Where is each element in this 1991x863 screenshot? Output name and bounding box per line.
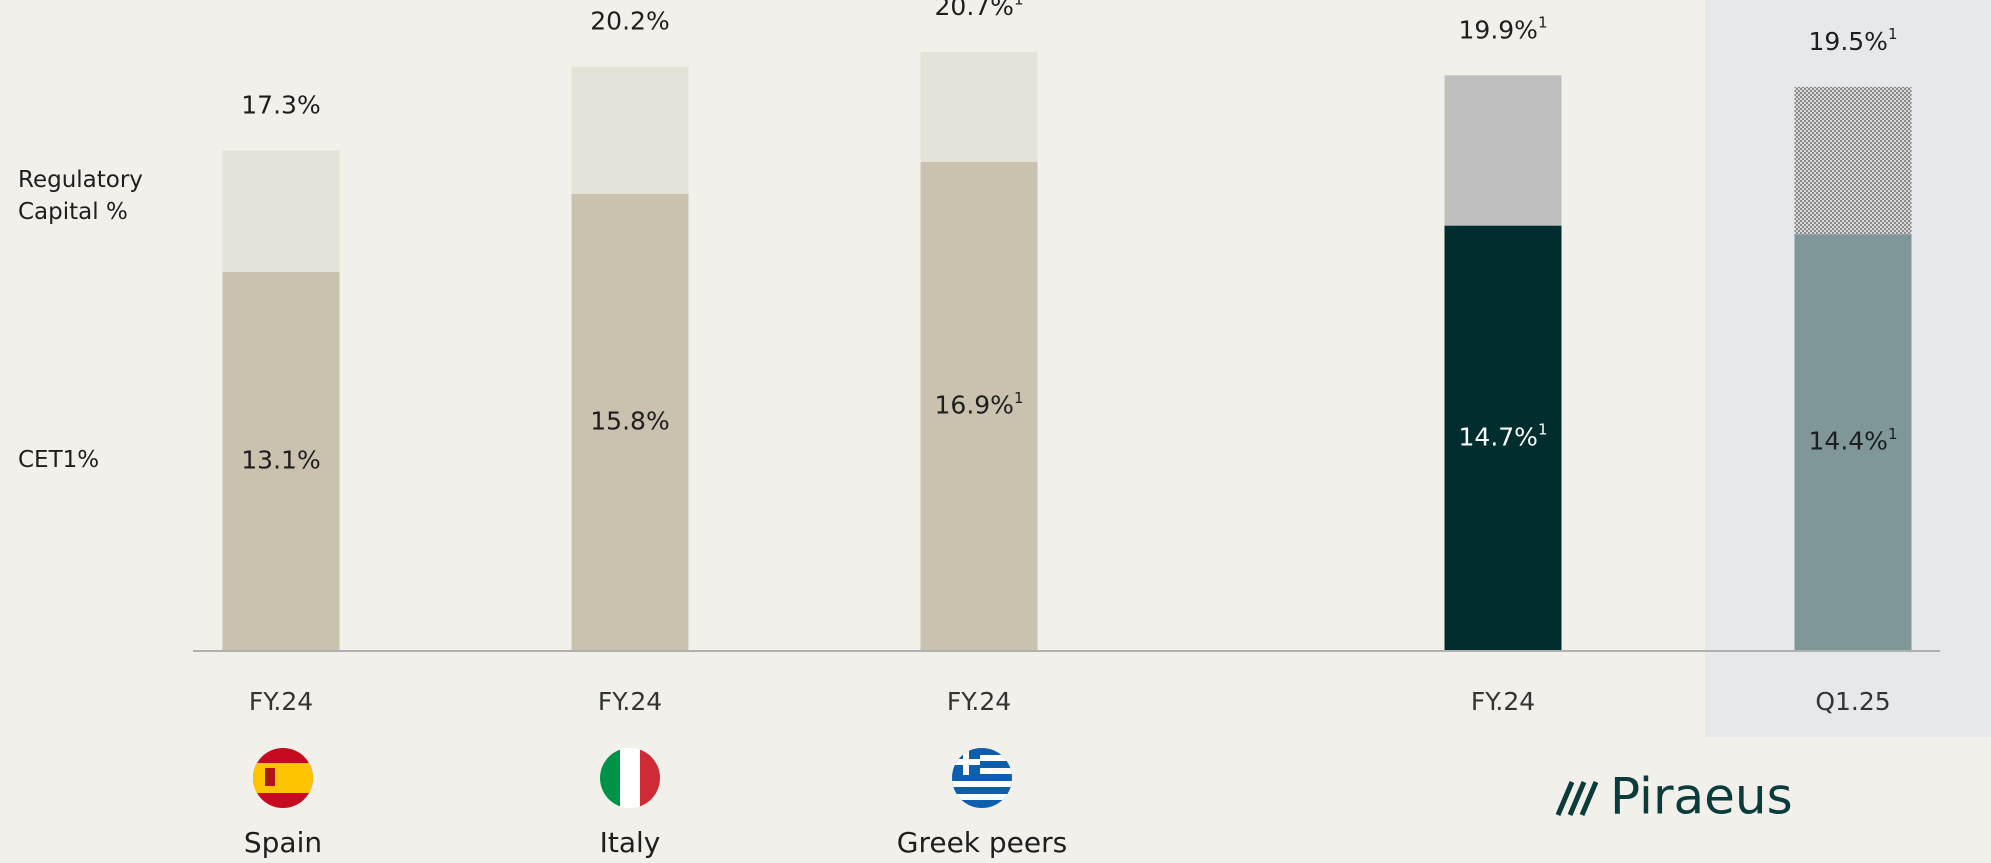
- value-label: 19.9%1: [1459, 13, 1548, 44]
- footnote-mark: 1: [1888, 25, 1898, 43]
- logo-mark: [1555, 781, 1599, 816]
- value-label-text: 13.1%: [241, 446, 320, 475]
- bar: [1794, 234, 1912, 651]
- row-label: Regulatory Capital %: [18, 167, 143, 225]
- value-label-text: 20.7%: [935, 0, 1014, 21]
- footnote-mark: 1: [1014, 0, 1024, 8]
- value-label: 20.2%: [590, 7, 669, 36]
- group-label: Greek peers: [897, 826, 1068, 859]
- value-label-text: 14.4%: [1809, 427, 1888, 456]
- x-tick-label: FY.24: [1471, 687, 1535, 716]
- value-label: 16.9%1: [935, 388, 1024, 419]
- flag-spain: [253, 748, 313, 808]
- value-label: 17.3%: [241, 91, 320, 120]
- bars: [222, 52, 1912, 652]
- value-label: 19.5%1: [1809, 25, 1898, 56]
- value-label: 13.1%: [241, 446, 320, 475]
- bar: [920, 162, 1038, 651]
- footnote-mark: 1: [1538, 13, 1548, 31]
- value-label: 14.4%1: [1809, 424, 1898, 455]
- x-tick-label: Q1.25: [1815, 687, 1890, 716]
- flag-italy: [600, 748, 660, 808]
- value-label-text: 17.3%: [241, 91, 320, 120]
- value-label-text: 19.9%: [1459, 15, 1538, 44]
- value-label: 15.8%: [590, 406, 669, 435]
- value-label-text: 14.7%: [1459, 422, 1538, 451]
- bar: [222, 272, 340, 651]
- footnote-mark: 1: [1014, 388, 1024, 406]
- x-tick-label: FY.24: [947, 687, 1011, 716]
- x-tick-label: FY.24: [249, 687, 313, 716]
- flag-greece: [952, 748, 1012, 808]
- value-label: 20.7%1: [935, 0, 1024, 21]
- value-label-text: 19.5%: [1809, 27, 1888, 56]
- logo-text: Piraeus: [1610, 768, 1793, 826]
- value-label-text: 20.2%: [590, 7, 669, 36]
- group-label: Spain: [244, 826, 322, 859]
- bar: [571, 193, 689, 651]
- value-label: 14.7%1: [1459, 420, 1548, 451]
- bar: [1444, 225, 1562, 651]
- group-label: Italy: [600, 826, 661, 859]
- value-label-text: 16.9%: [935, 391, 1014, 420]
- footnote-mark: 1: [1888, 424, 1898, 442]
- footnote-mark: 1: [1538, 420, 1548, 438]
- value-label-text: 15.8%: [590, 406, 669, 435]
- row-label: CET1%: [18, 447, 100, 473]
- x-tick-label: FY.24: [598, 687, 662, 716]
